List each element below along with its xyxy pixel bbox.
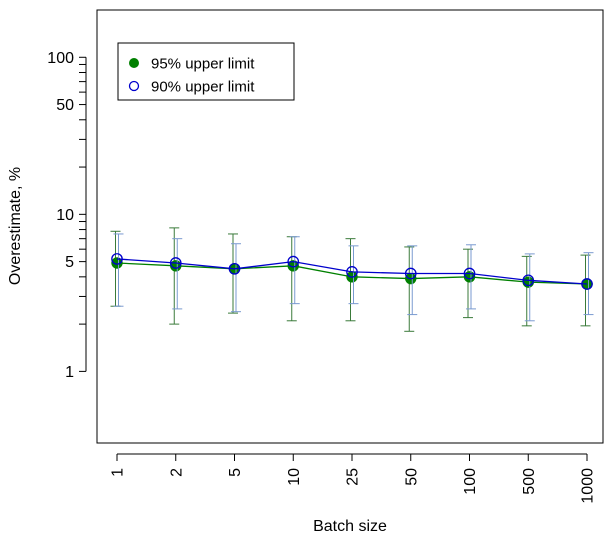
y-tick-label: 100: [47, 50, 74, 67]
y-tick-label: 5: [65, 254, 74, 271]
data-point: [111, 257, 123, 269]
x-tick-label: 10: [286, 468, 303, 486]
x-tick-label: 500: [521, 468, 538, 495]
data-point: [581, 278, 593, 290]
y-tick-label: 1: [65, 364, 74, 381]
y-tick-label: 10: [56, 207, 74, 224]
data-point: [169, 257, 182, 269]
data-point: [287, 255, 300, 268]
x-tick-label: 5: [227, 468, 244, 477]
x-tick-label: 2: [168, 468, 185, 477]
x-axis: 1 2 5 10 25 50 100 500 1000: [110, 453, 597, 504]
y-axis: 1 5 10 50 100: [47, 50, 87, 381]
x-tick-label: 50: [403, 468, 420, 486]
data-point: [346, 266, 358, 278]
y-axis-title: Overestimate, %: [7, 167, 24, 285]
legend-box: [117, 42, 295, 101]
x-tick-label: 25: [345, 468, 362, 486]
data-point: [228, 262, 241, 275]
legend-marker-95: [129, 58, 139, 68]
y-tick-label: 50: [56, 97, 74, 114]
x-tick-label: 1: [110, 468, 127, 477]
legend-marker-90: [128, 80, 140, 92]
legend: 95% upper limit 90% upper limit: [117, 42, 295, 101]
x-tick-label: 1000: [580, 468, 597, 504]
data-point: [522, 274, 535, 287]
x-axis-title: Batch size: [313, 518, 387, 535]
data-point: [287, 260, 299, 272]
data-point: [111, 253, 123, 265]
legend-label-90: 90% upper limit: [151, 79, 255, 96]
series-layer: [110, 227, 594, 332]
plot-frame: [96, 9, 604, 444]
data-point: [463, 267, 476, 280]
legend-label-95: 95% upper limit: [151, 56, 255, 73]
data-point: [404, 267, 417, 280]
series-1: [111, 233, 594, 322]
x-tick-label: 100: [462, 468, 479, 495]
series-line: [116, 258, 588, 285]
